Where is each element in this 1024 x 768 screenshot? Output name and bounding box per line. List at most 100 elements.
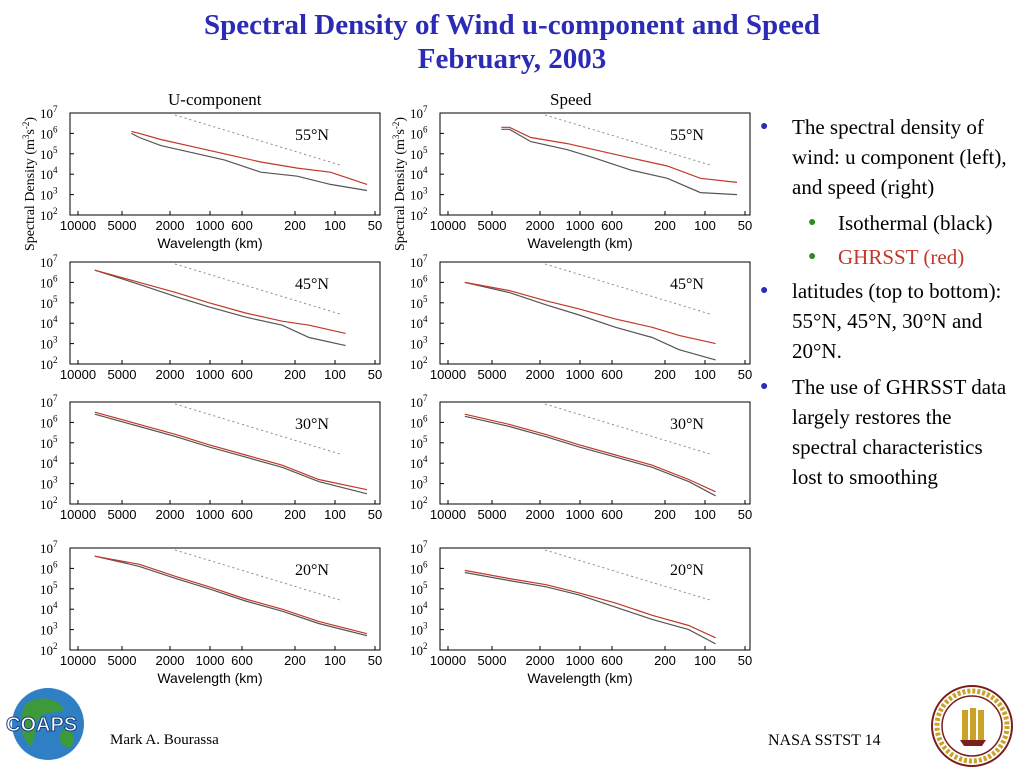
header-u-component: U-component	[168, 90, 262, 109]
sub-bullet-text: Isothermal (black)	[838, 211, 993, 235]
y-tick-label: 102	[410, 495, 428, 512]
reference-slope-line	[544, 403, 711, 455]
y-tick-label: 105	[40, 434, 58, 451]
y-tick-label: 103	[40, 186, 58, 203]
y-tick-exponent: 7	[53, 393, 58, 403]
chart-panel-speed-45n: 102 103 104 105 106 107 10000 5000 2000 1000 600 20…	[410, 253, 752, 382]
x-axis-label: Wavelength (km)	[157, 670, 262, 686]
y-tick-label: 102	[410, 206, 428, 223]
reference-slope-line	[544, 549, 711, 601]
latitude-label: 45°N	[670, 276, 704, 293]
y-tick-exponent: 6	[53, 413, 58, 423]
x-tick-label: 10000	[60, 367, 96, 382]
y-tick-exponent: 4	[53, 600, 58, 610]
y-tick-exponent: 5	[423, 145, 428, 155]
sub-bullet-item: ● Isothermal (black)	[760, 208, 1010, 238]
y-tick-label: 106	[410, 559, 428, 576]
sub-bullet-icon: ●	[808, 215, 817, 230]
y-tick-exponent: 3	[53, 475, 58, 485]
y-axis-label-exp: 3	[21, 134, 31, 139]
y-tick-exponent: 2	[53, 641, 58, 651]
chart-panel-u-component-30n: 102 103 104 105 106 107 10000 5000 2000 1000 600 20…	[40, 393, 382, 522]
x-tick-label: 10000	[430, 653, 466, 668]
y-tick-exponent: 7	[423, 539, 428, 549]
x-tick-label: 600	[601, 507, 623, 522]
y-tick-label: 104	[40, 600, 58, 617]
bullet-item: ● The use of GHRSST data largely restores…	[760, 372, 1010, 492]
chart-panel-speed-20n: 102 103 104 105 106 107 10000 5000 2000 1000 600 20…	[410, 539, 752, 686]
x-tick-label: 600	[231, 507, 253, 522]
x-tick-label: 1000	[196, 367, 225, 382]
x-tick-label: 2000	[526, 218, 555, 233]
spectral-charts: 102 103 104 105 106 107 10000 5000 2000 1000 600 20…	[21, 104, 752, 686]
sub-bullet-item: ● GHRSST (red)	[760, 242, 1010, 272]
sub-bullet-icon: ●	[808, 249, 817, 264]
y-tick-exponent: 3	[423, 621, 428, 631]
chart-panel-speed-55n: 102 103 104 105 106 107 10000 5000 2000 1000 600 20…	[391, 104, 752, 251]
x-tick-label: 200	[284, 653, 306, 668]
reference-slope-line	[544, 263, 711, 315]
x-tick-label: 5000	[478, 218, 507, 233]
x-tick-label: 600	[601, 653, 623, 668]
x-tick-label: 100	[694, 367, 716, 382]
ghrsst-series-line	[464, 413, 716, 493]
y-tick-label: 103	[410, 475, 428, 492]
y-tick-exponent: 6	[53, 559, 58, 569]
x-tick-label: 600	[231, 653, 253, 668]
isothermal-series-line	[131, 132, 368, 192]
x-axis-label: Wavelength (km)	[527, 235, 632, 251]
y-tick-exponent: 3	[423, 186, 428, 196]
y-tick-label: 106	[40, 273, 58, 290]
x-tick-label: 100	[694, 653, 716, 668]
y-tick-exponent: 3	[423, 475, 428, 485]
reference-slope-line	[174, 263, 341, 315]
y-tick-label: 107	[40, 539, 58, 556]
y-tick-label: 103	[410, 186, 428, 203]
ghrsst-series-line	[501, 126, 738, 183]
title-line-2: February, 2003	[417, 43, 607, 75]
x-tick-label: 100	[694, 218, 716, 233]
y-axis-label: Spectral Density (m3s-2)	[391, 117, 408, 251]
y-tick-exponent: 5	[53, 294, 58, 304]
y-tick-exponent: 7	[423, 393, 428, 403]
y-axis-label-part: s	[393, 129, 408, 134]
latitude-label: 20°N	[670, 562, 704, 579]
plot-frame	[439, 112, 751, 216]
x-tick-label: 5000	[108, 218, 137, 233]
y-axis-label-part: )	[393, 117, 408, 122]
x-tick-label: 600	[601, 218, 623, 233]
latitude-label: 20°N	[295, 562, 329, 579]
y-tick-label: 104	[40, 314, 58, 331]
x-tick-label: 600	[231, 367, 253, 382]
y-tick-label: 107	[40, 253, 58, 270]
chart-panel-u-component-45n: 102 103 104 105 106 107 10000 5000 2000 1000 600 20…	[40, 253, 382, 382]
x-tick-label: 10000	[430, 507, 466, 522]
x-tick-label: 200	[654, 218, 676, 233]
y-tick-exponent: 4	[53, 314, 58, 324]
y-tick-exponent: 7	[423, 104, 428, 114]
bullet-icon: ●	[760, 119, 769, 134]
isothermal-series-line	[464, 415, 716, 497]
x-tick-label: 2000	[526, 507, 555, 522]
coaps-logo: COAPS	[6, 688, 84, 760]
y-tick-label: 106	[410, 413, 428, 430]
x-tick-label: 5000	[478, 507, 507, 522]
y-tick-label: 106	[410, 273, 428, 290]
x-tick-label: 50	[368, 367, 382, 382]
y-tick-exponent: 6	[423, 124, 428, 134]
fsu-seal-icon	[931, 685, 1013, 767]
y-tick-label: 105	[410, 434, 428, 451]
y-tick-label: 102	[410, 641, 428, 658]
bullet-text: latitudes (top to bottom): 55°N, 45°N, 3…	[792, 279, 1002, 363]
x-tick-label: 1000	[196, 653, 225, 668]
y-tick-exponent: 4	[423, 454, 428, 464]
y-tick-label: 102	[40, 641, 58, 658]
y-tick-exponent: 3	[423, 335, 428, 345]
x-tick-label: 10000	[60, 653, 96, 668]
latitude-label: 55°N	[670, 127, 704, 144]
y-tick-label: 105	[40, 580, 58, 597]
y-tick-exponent: 2	[423, 641, 428, 651]
y-tick-label: 103	[40, 475, 58, 492]
x-tick-label: 50	[738, 507, 752, 522]
y-axis-label-part: s	[23, 129, 38, 134]
